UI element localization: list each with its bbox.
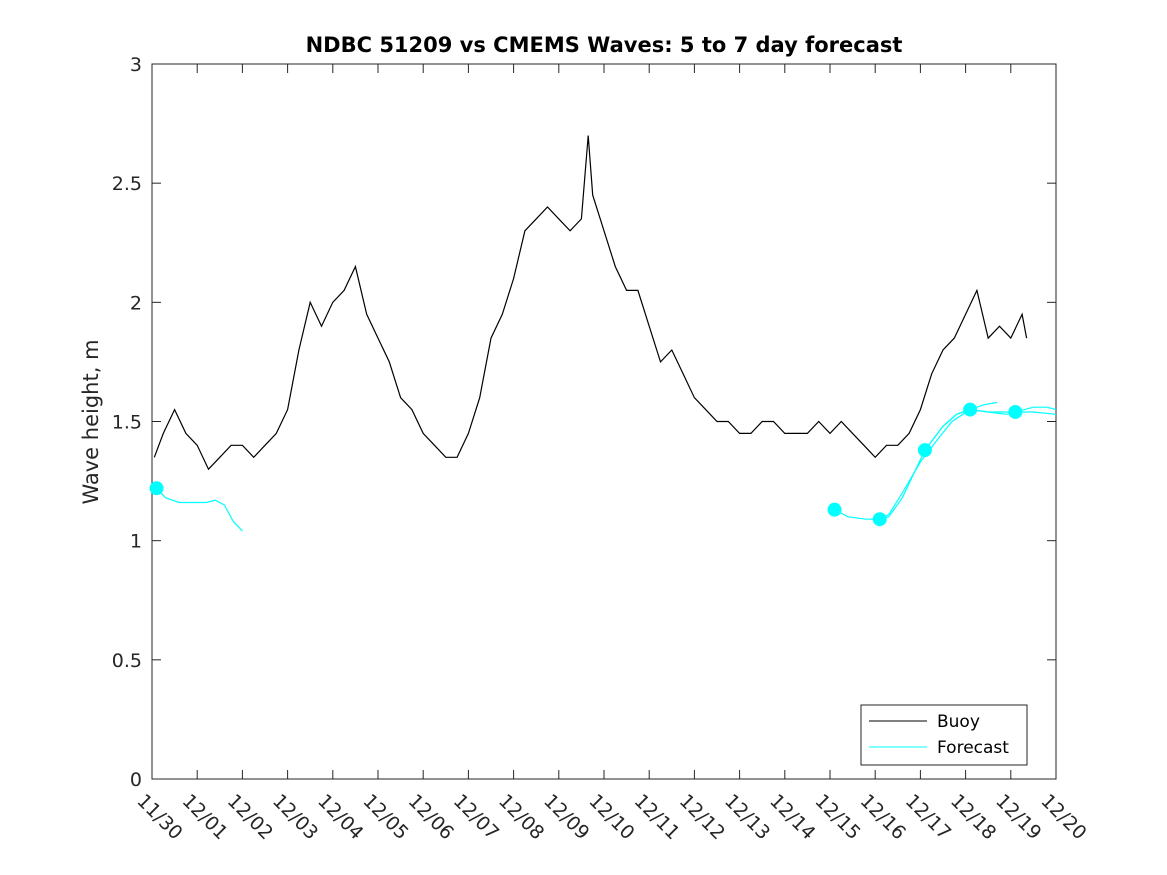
forecast-marker <box>872 512 887 527</box>
plot-series <box>149 135 1057 532</box>
forecast-marker <box>917 443 932 458</box>
y-tick-label: 1.5 <box>112 412 142 434</box>
plot-area-frame <box>151 63 1057 780</box>
forecast-series-line <box>156 487 243 532</box>
forecast-marker <box>1008 404 1023 419</box>
y-tick-label: 0.5 <box>112 650 142 672</box>
forecast-series-line <box>924 408 1057 451</box>
legend-buoy-label: Buoy <box>937 712 980 732</box>
forecast-marker <box>827 502 842 517</box>
legend: Buoy Forecast <box>860 704 1028 766</box>
y-tick-label: 0 <box>130 769 142 791</box>
chart-title: NDBC 51209 vs CMEMS Waves: 5 to 7 day fo… <box>306 33 903 57</box>
legend-forecast-label: Forecast <box>937 738 1009 758</box>
y-tick-label: 2.5 <box>112 173 142 195</box>
forecast-marker <box>149 481 164 496</box>
y-tick-label: 3 <box>130 54 142 76</box>
forecast-marker <box>963 402 978 417</box>
axes: 00.511.522.5311/3012/0112/0212/0312/0412… <box>112 54 1091 844</box>
y-axis-label: Wave height, m <box>79 339 103 504</box>
buoy-series-line <box>153 135 1028 471</box>
legend-box <box>860 704 1028 766</box>
y-tick-label: 2 <box>130 292 142 314</box>
y-tick-label: 1 <box>130 531 142 553</box>
